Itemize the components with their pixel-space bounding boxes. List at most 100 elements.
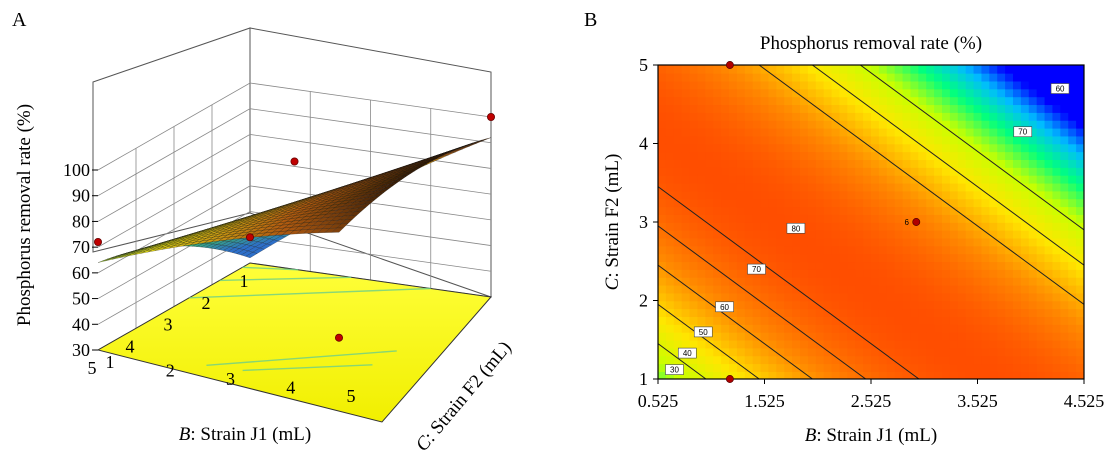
heatmap-cell <box>942 206 951 215</box>
heatmap-cell <box>689 292 699 302</box>
heatmap-cell <box>965 276 975 286</box>
heatmap-cell <box>697 206 707 215</box>
heatmap-cell <box>744 371 754 379</box>
heatmap-cell <box>934 324 943 333</box>
heatmap-cell <box>752 151 762 160</box>
heatmap-cell <box>1044 112 1054 121</box>
heatmap-cell <box>744 276 754 286</box>
heatmap-cell <box>1076 214 1084 223</box>
heatmap-cell <box>744 127 754 137</box>
heatmap-cell <box>926 316 935 325</box>
heatmap-cell <box>665 214 675 223</box>
heatmap-cell <box>697 371 707 379</box>
heatmap-cell <box>926 214 935 223</box>
heatmap-cell <box>973 316 983 325</box>
heatmap-cell <box>807 198 817 208</box>
heatmap-cell <box>752 237 762 247</box>
heatmap-cell <box>839 308 849 317</box>
heatmap-cell <box>665 371 675 379</box>
heatmap-cell <box>934 182 943 192</box>
heatmap-cell <box>807 72 817 82</box>
heatmap-cell <box>1052 198 1062 208</box>
heatmap-cell <box>752 253 762 263</box>
heatmap-cell <box>823 135 833 145</box>
heatmap-cell <box>847 198 857 208</box>
heatmap-cell <box>934 88 943 98</box>
heatmap-cell <box>997 237 1006 247</box>
heatmap-cell <box>863 331 872 341</box>
heatmap-cell <box>1076 182 1084 192</box>
heatmap-cell <box>1076 261 1084 270</box>
heatmap-cell <box>934 261 943 270</box>
heatmap-cell <box>705 355 715 365</box>
heatmap-cell <box>1036 135 1046 145</box>
heatmap-cell <box>729 151 738 160</box>
heatmap-cell <box>871 237 880 247</box>
heatmap-cell <box>1013 371 1022 379</box>
heatmap-cell <box>681 324 691 333</box>
heatmap-cell <box>1013 316 1022 325</box>
heatmap-cell <box>721 119 730 129</box>
heatmap-cell <box>1013 190 1022 200</box>
heatmap-cell <box>934 331 943 341</box>
heatmap-cell <box>934 112 943 121</box>
heatmap-cell <box>981 308 991 317</box>
heatmap-cell <box>815 206 825 215</box>
heatmap-cell <box>736 96 746 106</box>
heatmap-cell <box>957 363 967 372</box>
heatmap-cell <box>744 308 754 317</box>
heatmap-cell <box>721 229 730 239</box>
heatmap-cell <box>886 190 896 200</box>
heatmap-cell <box>934 206 943 215</box>
heatmap-cell <box>784 104 793 113</box>
heatmap-cell <box>910 324 920 333</box>
heatmap-cell <box>673 167 683 176</box>
heatmap-cell <box>1052 269 1062 278</box>
heatmap-cell <box>965 65 975 74</box>
heatmap-cell <box>807 135 817 145</box>
heatmap-cell <box>800 331 809 341</box>
heatmap-cell <box>934 347 943 357</box>
heatmap-cell <box>918 253 928 263</box>
heatmap-cell <box>997 159 1006 168</box>
heatmap-cell <box>744 237 754 247</box>
heatmap-cell <box>942 65 951 74</box>
heatmap-cell <box>839 292 849 302</box>
heatmap-cell <box>1052 65 1062 74</box>
heatmap-cell <box>744 96 754 106</box>
heatmap-cell <box>871 229 880 239</box>
heatmap-cell <box>689 245 699 255</box>
heatmap-cell <box>1076 198 1084 208</box>
heatmap-cell <box>1060 174 1070 184</box>
heatmap-cell <box>807 206 817 215</box>
heatmap-cell <box>1028 214 1038 223</box>
heatmap-cell <box>878 159 888 168</box>
heatmap-cell <box>705 88 715 98</box>
heatmap-cell <box>784 119 793 129</box>
heatmap-cell <box>776 316 786 325</box>
heatmap-cell <box>1036 237 1046 247</box>
heatmap-cell <box>736 339 746 349</box>
heatmap-cell <box>1036 269 1046 278</box>
heatmap-cell <box>839 355 849 365</box>
heatmap-cell <box>1020 300 1030 310</box>
heatmap-cell <box>871 190 880 200</box>
heatmap-cell <box>926 65 935 74</box>
heatmap-cell <box>673 324 683 333</box>
heatmap-cell <box>1020 80 1030 90</box>
heatmap-cell <box>831 190 841 200</box>
heatmap-cell <box>855 143 864 153</box>
heatmap-cell <box>981 127 991 137</box>
heatmap-cell <box>807 371 817 379</box>
heatmap-cell <box>729 347 738 357</box>
heatmap-cell <box>713 261 722 270</box>
heatmap-cell <box>776 269 786 278</box>
heatmap-cell <box>949 245 959 255</box>
contour-label-box <box>1013 126 1033 138</box>
heatmap-cell <box>1068 331 1077 341</box>
heatmap-cell <box>1044 104 1054 113</box>
heatmap-cell <box>942 355 951 365</box>
heatmap-cell <box>965 119 975 129</box>
heatmap-cell <box>1060 104 1070 113</box>
heatmap-cell <box>1076 269 1084 278</box>
